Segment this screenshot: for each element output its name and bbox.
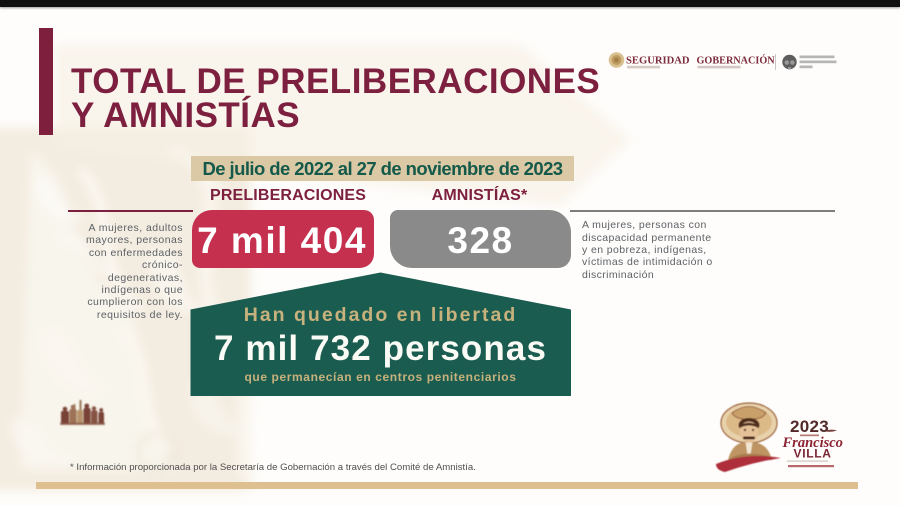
svg-text:SEGURIDAD: SEGURIDAD [626, 56, 690, 67]
svg-text:Francisco: Francisco [782, 435, 843, 451]
svg-text:GOBERNACIÓN: GOBERNACIÓN [697, 55, 776, 67]
svg-text:VILLA: VILLA [794, 447, 832, 461]
svg-text:2023: 2023 [790, 417, 829, 436]
